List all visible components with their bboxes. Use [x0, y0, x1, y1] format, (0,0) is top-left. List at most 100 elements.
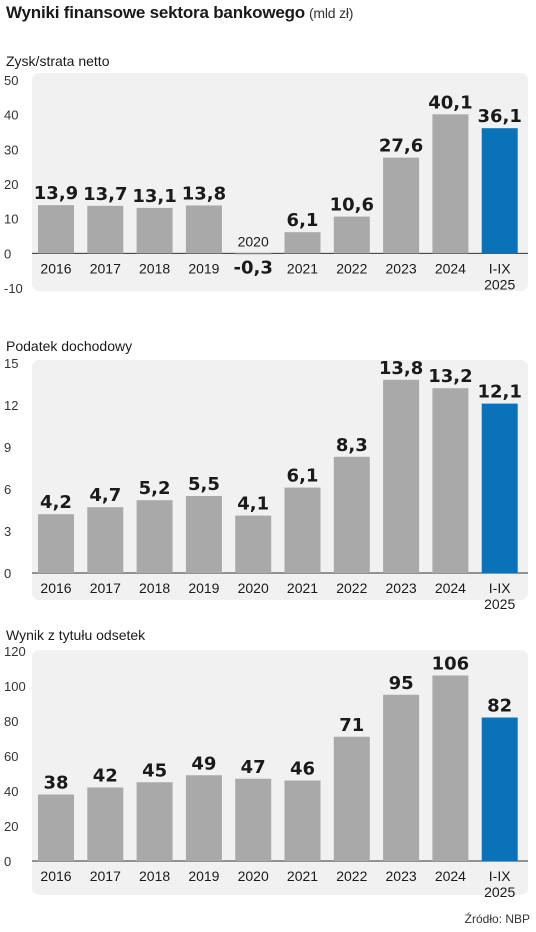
- bar: [432, 675, 469, 861]
- bar: [87, 787, 124, 861]
- x-tick-label: I-IX 2025: [484, 580, 515, 612]
- data-label: 106: [432, 654, 470, 675]
- data-label: 38: [43, 773, 68, 794]
- bar: [432, 388, 469, 573]
- data-label: 12,1: [477, 382, 521, 403]
- x-tick-label: 2016: [40, 580, 71, 596]
- x-tick-label: 2017: [90, 580, 121, 596]
- x-tick-label-line: I-IX: [489, 868, 511, 884]
- x-tick-label: 2022: [336, 580, 367, 596]
- y-tick-label: 60: [4, 749, 18, 764]
- data-label: 27,6: [379, 136, 423, 157]
- bar: [235, 515, 272, 573]
- data-label: 45: [142, 760, 167, 781]
- x-tick-label: 2024: [435, 580, 466, 596]
- data-label: 95: [389, 673, 414, 694]
- y-tick-label: 10: [4, 212, 18, 227]
- y-tick-label: 0: [4, 566, 11, 581]
- bar: [38, 205, 74, 254]
- x-tick-label: 2020: [238, 580, 269, 596]
- data-label: 5,5: [188, 474, 220, 495]
- y-tick-label: 12: [4, 398, 18, 413]
- bar: [333, 456, 370, 573]
- x-tick-label: 2020: [238, 233, 269, 249]
- x-tick-label: 2016: [40, 868, 71, 884]
- y-tick-label: 40: [4, 108, 18, 123]
- x-tick-label: 2021: [287, 260, 318, 276]
- data-label: 13,9: [34, 183, 78, 204]
- x-tick-label: 2019: [188, 868, 219, 884]
- y-tick-label: 0: [4, 246, 11, 261]
- data-label: 42: [93, 766, 118, 787]
- data-label: 13,8: [379, 358, 423, 379]
- bar: [136, 207, 173, 254]
- bar: [383, 157, 420, 254]
- data-label: 40,1: [428, 92, 472, 113]
- bar: [383, 379, 420, 573]
- data-label: 10,6: [330, 195, 374, 216]
- bar: [481, 717, 518, 861]
- x-tick-label: I-IX 2025: [484, 868, 515, 900]
- y-tick-label: 3: [4, 524, 11, 539]
- x-tick-label: 2020: [238, 868, 269, 884]
- bar: [136, 500, 173, 573]
- bar: [185, 775, 222, 861]
- bar: [235, 253, 272, 255]
- bar: [87, 507, 124, 573]
- y-tick-label: 30: [4, 142, 18, 157]
- chart-title: Podatek dochodowy: [6, 338, 133, 354]
- data-label: 13,8: [182, 183, 226, 204]
- bar: [185, 205, 222, 254]
- data-label: 6,1: [287, 210, 319, 231]
- y-tick-label: 120: [4, 644, 26, 659]
- x-tick-label: 2022: [336, 868, 367, 884]
- x-tick-label: 2016: [40, 260, 71, 276]
- y-tick-label: 100: [4, 679, 26, 694]
- bar: [38, 514, 74, 573]
- bar: [185, 496, 222, 573]
- x-tick-label-line: 2025: [484, 596, 515, 612]
- y-tick-label: 40: [4, 784, 18, 799]
- bar: [481, 128, 518, 254]
- x-tick-label: 2017: [90, 868, 121, 884]
- bar: [284, 232, 321, 254]
- data-label: 13,7: [83, 184, 127, 205]
- x-tick-label: 2022: [336, 260, 367, 276]
- bar: [383, 694, 420, 861]
- bar: [284, 487, 321, 573]
- y-tick-label: 0: [4, 854, 11, 869]
- bar: [136, 782, 173, 861]
- bar: [235, 778, 272, 861]
- x-tick-label-line: I-IX: [489, 580, 511, 596]
- data-label: 13,1: [132, 186, 176, 207]
- chart-title: Zysk/strata netto: [6, 53, 110, 69]
- bar: [38, 794, 74, 861]
- y-tick-label: 20: [4, 177, 18, 192]
- data-label: 82: [487, 696, 512, 717]
- x-tick-label: 2021: [287, 580, 318, 596]
- y-tick-label: 6: [4, 482, 11, 497]
- chart-title: Wynik z tytułu odsetek: [6, 627, 146, 643]
- bar: [333, 216, 370, 254]
- data-label: 47: [241, 757, 266, 778]
- data-label: 5,2: [139, 478, 171, 499]
- y-tick-label: 50: [4, 73, 18, 88]
- data-label: 71: [339, 715, 364, 736]
- y-tick-label: 9: [4, 440, 11, 455]
- x-tick-label: I-IX 2025: [484, 260, 515, 292]
- x-tick-label-line: I-IX: [489, 260, 511, 276]
- data-label: 36,1: [477, 106, 521, 127]
- x-tick-label: 2019: [188, 580, 219, 596]
- data-label: 4,1: [237, 494, 269, 515]
- x-tick-label: 2024: [435, 260, 466, 276]
- y-tick-label: 15: [4, 356, 18, 371]
- x-tick-label: 2018: [139, 580, 170, 596]
- data-label: 49: [191, 753, 216, 774]
- bar: [432, 114, 469, 254]
- x-tick-label: 2024: [435, 868, 466, 884]
- page-title: Wyniki finansowe sektora bankowego (mld z…: [6, 3, 353, 23]
- x-tick-label-line: 2025: [484, 884, 515, 900]
